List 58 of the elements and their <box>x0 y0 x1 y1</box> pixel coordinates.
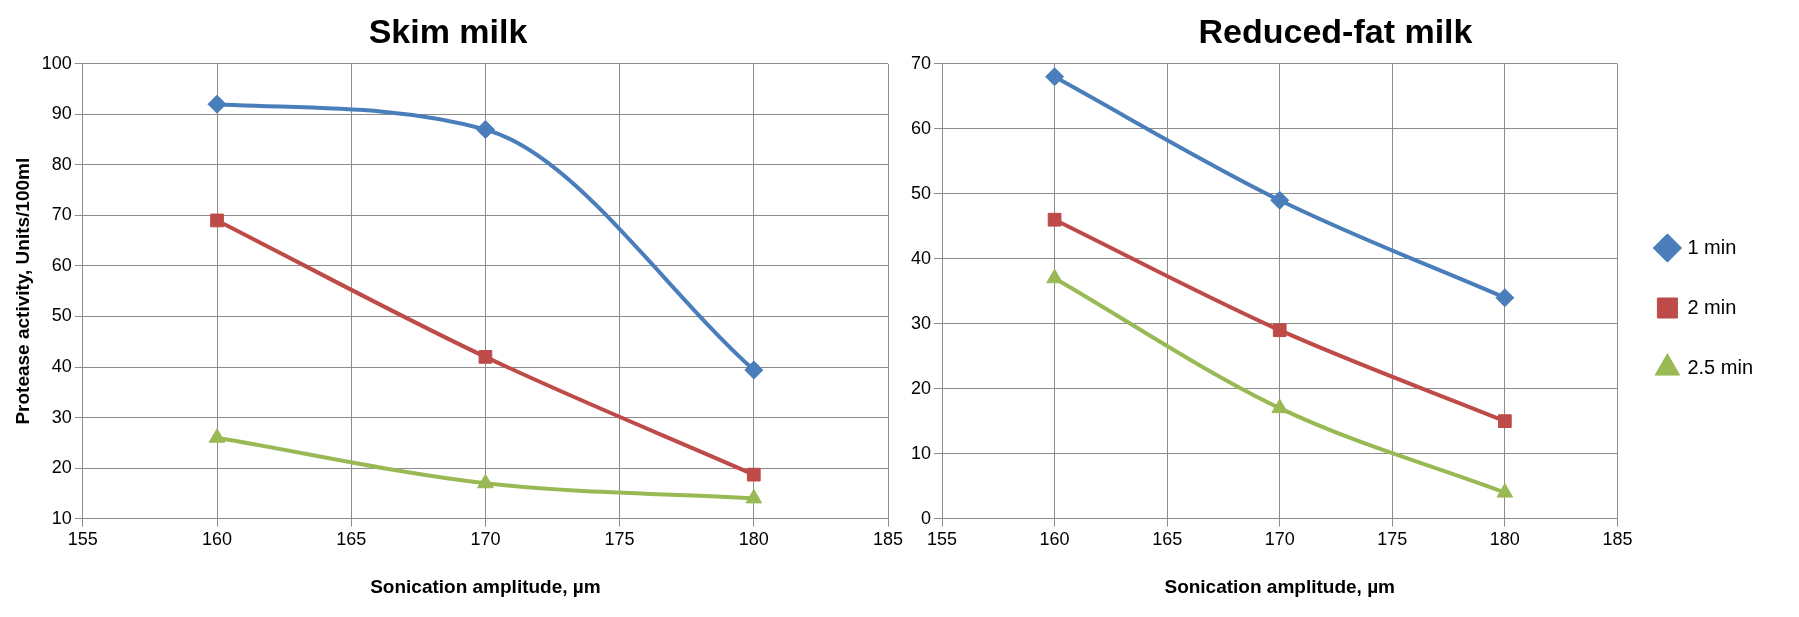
point <box>475 119 495 139</box>
x-tick-label: 170 <box>470 529 501 550</box>
x-tick-label: 160 <box>1039 529 1070 550</box>
point <box>744 360 764 380</box>
point <box>1045 67 1065 87</box>
y-tick-label: 10 <box>51 507 72 528</box>
y-tick-label: 20 <box>910 377 932 398</box>
point <box>746 467 761 482</box>
point <box>477 473 494 489</box>
point <box>1271 398 1289 414</box>
x-tick-label: 160 <box>202 529 233 550</box>
y-tick-label: 70 <box>910 52 932 73</box>
x-tick-label: 180 <box>738 529 769 550</box>
point <box>210 213 224 228</box>
y-tick-label: 30 <box>910 312 932 333</box>
point <box>745 488 763 504</box>
point <box>1495 288 1515 308</box>
x-axis-title: Sonication amplitude, µm <box>370 575 601 597</box>
legend-label: 1 min <box>1687 235 1737 258</box>
y-tick-label: 10 <box>910 442 932 463</box>
y-tick-label: 80 <box>51 153 72 174</box>
x-tick-label: 170 <box>1264 529 1295 550</box>
x-tick-label: 155 <box>927 529 958 550</box>
y-tick-label: 70 <box>51 204 72 225</box>
x-tick-label: 180 <box>1489 529 1520 550</box>
legend-label: 2 min <box>1687 295 1737 318</box>
y-tick-label: 40 <box>910 247 932 268</box>
y-tick-label: 100 <box>41 52 72 73</box>
legend-label: 2.5 min <box>1687 355 1754 378</box>
x-tick-label: 155 <box>67 529 98 550</box>
x-tick-label: 175 <box>1377 529 1408 550</box>
y-tick-label: 50 <box>910 182 932 203</box>
point <box>1497 414 1512 429</box>
y-tick-label: 60 <box>51 254 72 275</box>
y-tick-label: 20 <box>51 457 72 478</box>
chart-title: Skim milk <box>368 11 528 50</box>
x-tick-label: 185 <box>1602 529 1633 550</box>
x-tick-label: 165 <box>1152 529 1183 550</box>
point <box>1270 190 1290 210</box>
y-tick-label: 90 <box>51 103 72 124</box>
point <box>1272 323 1287 338</box>
point <box>478 350 493 364</box>
x-tick-label: 165 <box>336 529 367 550</box>
y-tick-label: 0 <box>921 507 932 528</box>
point <box>207 94 227 114</box>
y-tick-label: 50 <box>51 305 72 326</box>
x-tick-label: 175 <box>604 529 635 550</box>
y-tick-label: 60 <box>910 117 932 138</box>
y-axis-title: Protease activity, Units/100ml <box>11 157 33 425</box>
x-axis-title: Sonication amplitude, µm <box>1164 575 1395 597</box>
chart-title: Reduced-fat milk <box>1198 11 1473 50</box>
point <box>208 428 226 443</box>
point <box>1047 212 1062 227</box>
point <box>1496 483 1514 498</box>
x-tick-label: 185 <box>872 529 904 550</box>
point <box>1046 268 1063 284</box>
y-tick-label: 30 <box>51 406 72 427</box>
y-tick-label: 40 <box>51 355 72 376</box>
